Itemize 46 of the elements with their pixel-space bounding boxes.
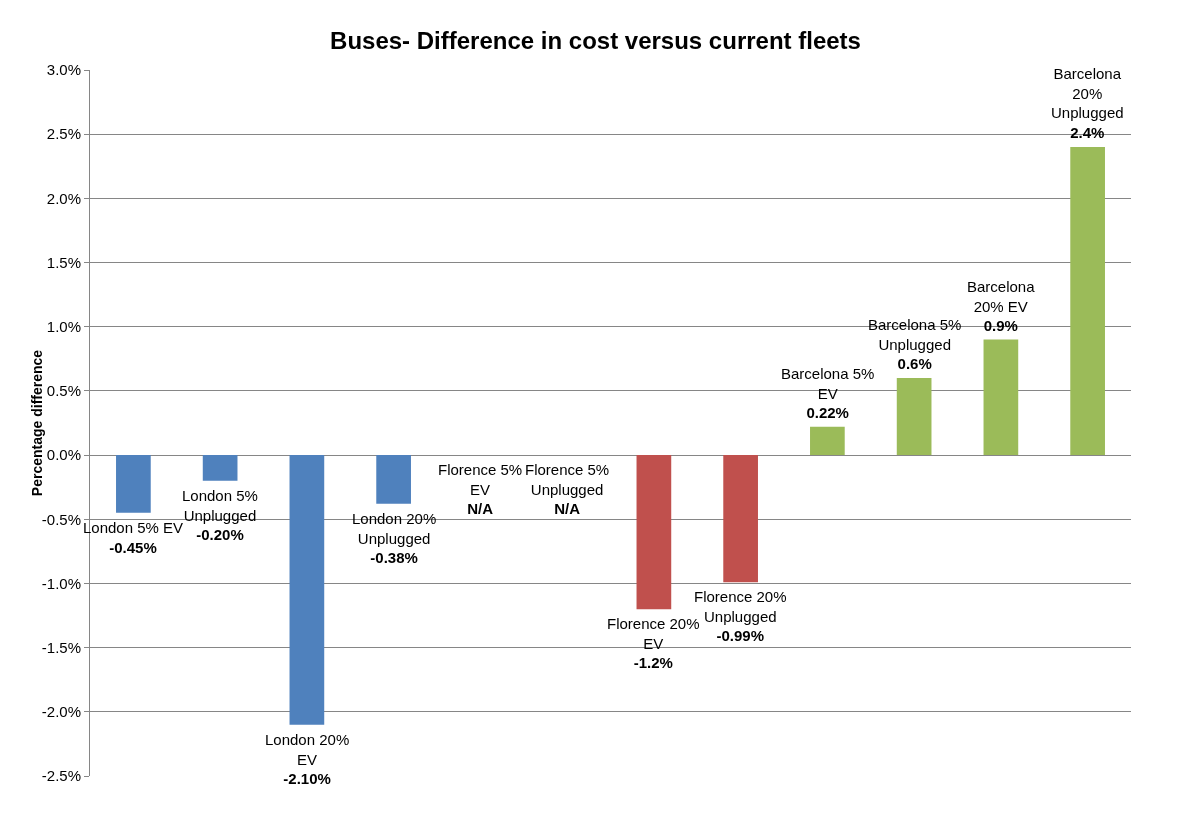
text: N/A [554,500,581,517]
text: N/A [467,500,494,517]
y-tick-label: -1.5% [41,638,81,656]
y-axis-title: Percentage difference [28,349,45,497]
bar [116,455,151,513]
y-tick-label: 0.0% [46,446,81,464]
bar [636,455,672,610]
bar [723,455,758,583]
y-tick-label: 1.5% [46,253,81,271]
y-tick-label: -2.0% [41,703,81,721]
data-label: -2.10% [283,770,331,787]
y-tick-label: 1.0% [46,317,81,335]
x-tick-label: London 5% Unplugged [182,487,258,524]
data-label: -1.2% [633,654,673,671]
data-label: 0.9% [983,317,1018,334]
y-tick-label: -1.0% [41,574,81,592]
x-tick-label: Florence 5% EV [438,461,523,498]
data-label: -0.45% [109,538,157,556]
x-tick-label: London 5% EV [83,519,184,536]
data-label: -0.38% [370,549,418,566]
bar [202,455,238,481]
data-label: 2.4% [1070,123,1105,141]
x-tick-label: Florence 5% Unplugged [525,461,610,498]
data-label: 0.22% [806,404,849,421]
bar [896,378,932,456]
x-tick-label: London 20% Unplugged [352,510,437,547]
data-label: -0.99% [716,627,765,644]
data-label: -0.20% [196,526,244,543]
bar [289,455,325,725]
x-tick-label: Barcelona 20% Unplugged [1051,65,1124,121]
y-tick-label: -0.5% [41,510,81,528]
y-tick-label: 2.5% [46,125,81,143]
bar [810,426,845,456]
y-tick-label: 2.0% [46,189,81,207]
x-tick-label: London 20% EV [265,731,350,768]
chart-title: Buses- Difference in cost versus current fleets [330,27,861,55]
bar [983,339,1019,456]
bar [376,455,411,504]
y-tick-label: -2.5% [41,767,81,785]
x-tick-label: Barcelona 5% Unplugged [868,316,962,353]
x-tick-label: Barcelona 5% EV [781,365,875,402]
x-tick-label: Barcelona 20% EV [967,278,1036,315]
y-tick-label: 0.5% [46,382,81,400]
bar [1070,147,1105,456]
y-tick-label: 3.0% [46,61,81,79]
data-label: 0.6% [897,355,932,372]
